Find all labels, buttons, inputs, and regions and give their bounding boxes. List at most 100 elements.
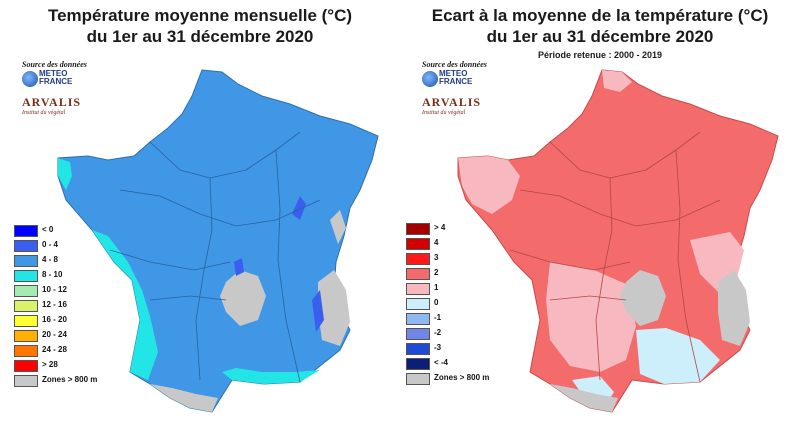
high-zone-alps [718,270,750,346]
legend-swatch [14,255,38,267]
legend-label: Zones > 800 m [42,375,98,384]
map-title: Ecart à la moyenne de la température (°C… [431,6,769,25]
anomaly-zone-plus1-southwest [546,262,636,372]
globe-icon [422,71,438,87]
anomaly-zone-plus1-north [602,70,632,92]
arvalis-logo-tag: Institut du végétal [22,110,66,116]
globe-icon [22,71,38,87]
legend-item: 20 - 24 [14,329,134,342]
anomaly-zone-zero-south [636,328,720,384]
high-zone-massif-central [220,270,266,326]
meteo-france-logo-text: METEO FRANCE [439,69,473,86]
region-boundaries [109,131,321,383]
legend-swatch [406,298,430,310]
legend-swatch [14,300,38,312]
map-title-dates: du 1er au 31 décembre 2020 [486,27,714,46]
meteo-france-logo: METEO FRANCE [22,70,72,92]
legend-item: 2 [406,267,526,280]
map-title: Température moyenne mensuelle (°C) [47,6,353,25]
warm-zone-mediterranean [222,368,320,384]
arvalis-logo: ARVALIS Institut du végétal [22,95,82,116]
meteo-france-logo: METEO FRANCE [422,70,472,92]
legend-item: 0 - 4 [14,239,134,252]
legend-label: 16 - 20 [42,315,67,324]
legend-swatch [14,345,38,357]
legend-swatch [14,270,38,282]
high-zone-massif-central [620,270,666,326]
legend-label: 1 [434,283,439,292]
legend-swatch [406,373,430,385]
high-zone-jura [330,210,346,244]
legend-swatch [14,375,38,387]
legend-item: > 4 [406,222,526,235]
arvalis-logo: ARVALIS Institut du végétal [422,95,482,116]
map-subtitle: Période retenue : 2000 - 2019 [537,50,663,60]
legend-item: -3 [406,342,526,355]
legend-item: < 0 [14,224,134,237]
legend-item: Zones > 800 m [14,374,134,387]
legend-item: 24 - 28 [14,344,134,357]
legend-item: > 28 [14,359,134,372]
high-zone-pyrenees [550,384,618,412]
warm-zone-atlantic [92,230,158,380]
legend-item: 0 [406,297,526,310]
legend-swatch [406,358,430,370]
legend-item: -1 [406,312,526,325]
legend-item: -2 [406,327,526,340]
legend-label: 8 - 10 [42,270,63,279]
legend-item: 12 - 16 [14,299,134,312]
cold-zone-vosges [292,196,306,220]
legend-label: -3 [434,343,442,352]
legend-item: Zones > 800 m [406,372,526,385]
temperature-map-panel: Température moyenne mensuelle (°C) du 1e… [14,6,379,413]
legend-item: 8 - 10 [14,269,134,282]
legend-swatch [14,285,38,297]
legend-label: 0 [434,298,439,307]
legend-swatch [406,283,430,295]
legend-label: 24 - 28 [42,345,67,354]
source-label: Source des données [422,60,487,69]
legend-swatch [14,315,38,327]
legend-swatch [406,313,430,325]
legend-swatch [406,268,430,280]
legend-item: 10 - 12 [14,284,134,297]
high-zone-pyrenees [150,384,218,412]
map-title-dates: du 1er au 31 décembre 2020 [86,27,314,46]
high-zone-alps [318,270,350,346]
arvalis-logo-name: ARVALIS [22,95,82,109]
legend-swatch [406,223,430,235]
legend-label: 2 [434,268,439,277]
legend-swatch [14,225,38,237]
legend-label: 3 [434,253,439,262]
legend-swatch [406,343,430,355]
legend-swatch [406,238,430,250]
legend-swatch [14,360,38,372]
region-boundaries [509,131,721,383]
legend-label: > 4 [434,223,446,232]
legend-label: < 0 [42,225,54,234]
france-outline [57,69,379,413]
legend-item: 3 [406,252,526,265]
legend-label: 4 - 8 [42,255,59,264]
legend-label: Zones > 800 m [434,373,490,382]
legend-item: 4 [406,237,526,250]
legend-label: -1 [434,313,442,322]
legend-label: > 28 [42,360,58,369]
arvalis-logo-tag: Institut du végétal [422,110,466,116]
meteo-france-logo-text: METEO FRANCE [39,69,73,86]
legend-label: 12 - 16 [42,300,67,309]
temperature-anomaly-map-panel: Ecart à la moyenne de la température (°C… [400,0,800,433]
france-anomaly-map [457,69,779,413]
legend-label: 10 - 12 [42,285,67,294]
warm-zone-brittany [58,158,72,190]
legend-swatch [14,330,38,342]
legend-label: 0 - 4 [42,240,59,249]
arvalis-logo-name: ARVALIS [422,95,482,109]
legend-item: < -4 [406,357,526,370]
legend-swatch [14,240,38,252]
legend-label: 20 - 24 [42,330,67,339]
legend-label: 4 [434,238,439,247]
france-outline [457,69,779,413]
legend-swatch [406,328,430,340]
cold-zone-alps-edge [312,290,324,332]
